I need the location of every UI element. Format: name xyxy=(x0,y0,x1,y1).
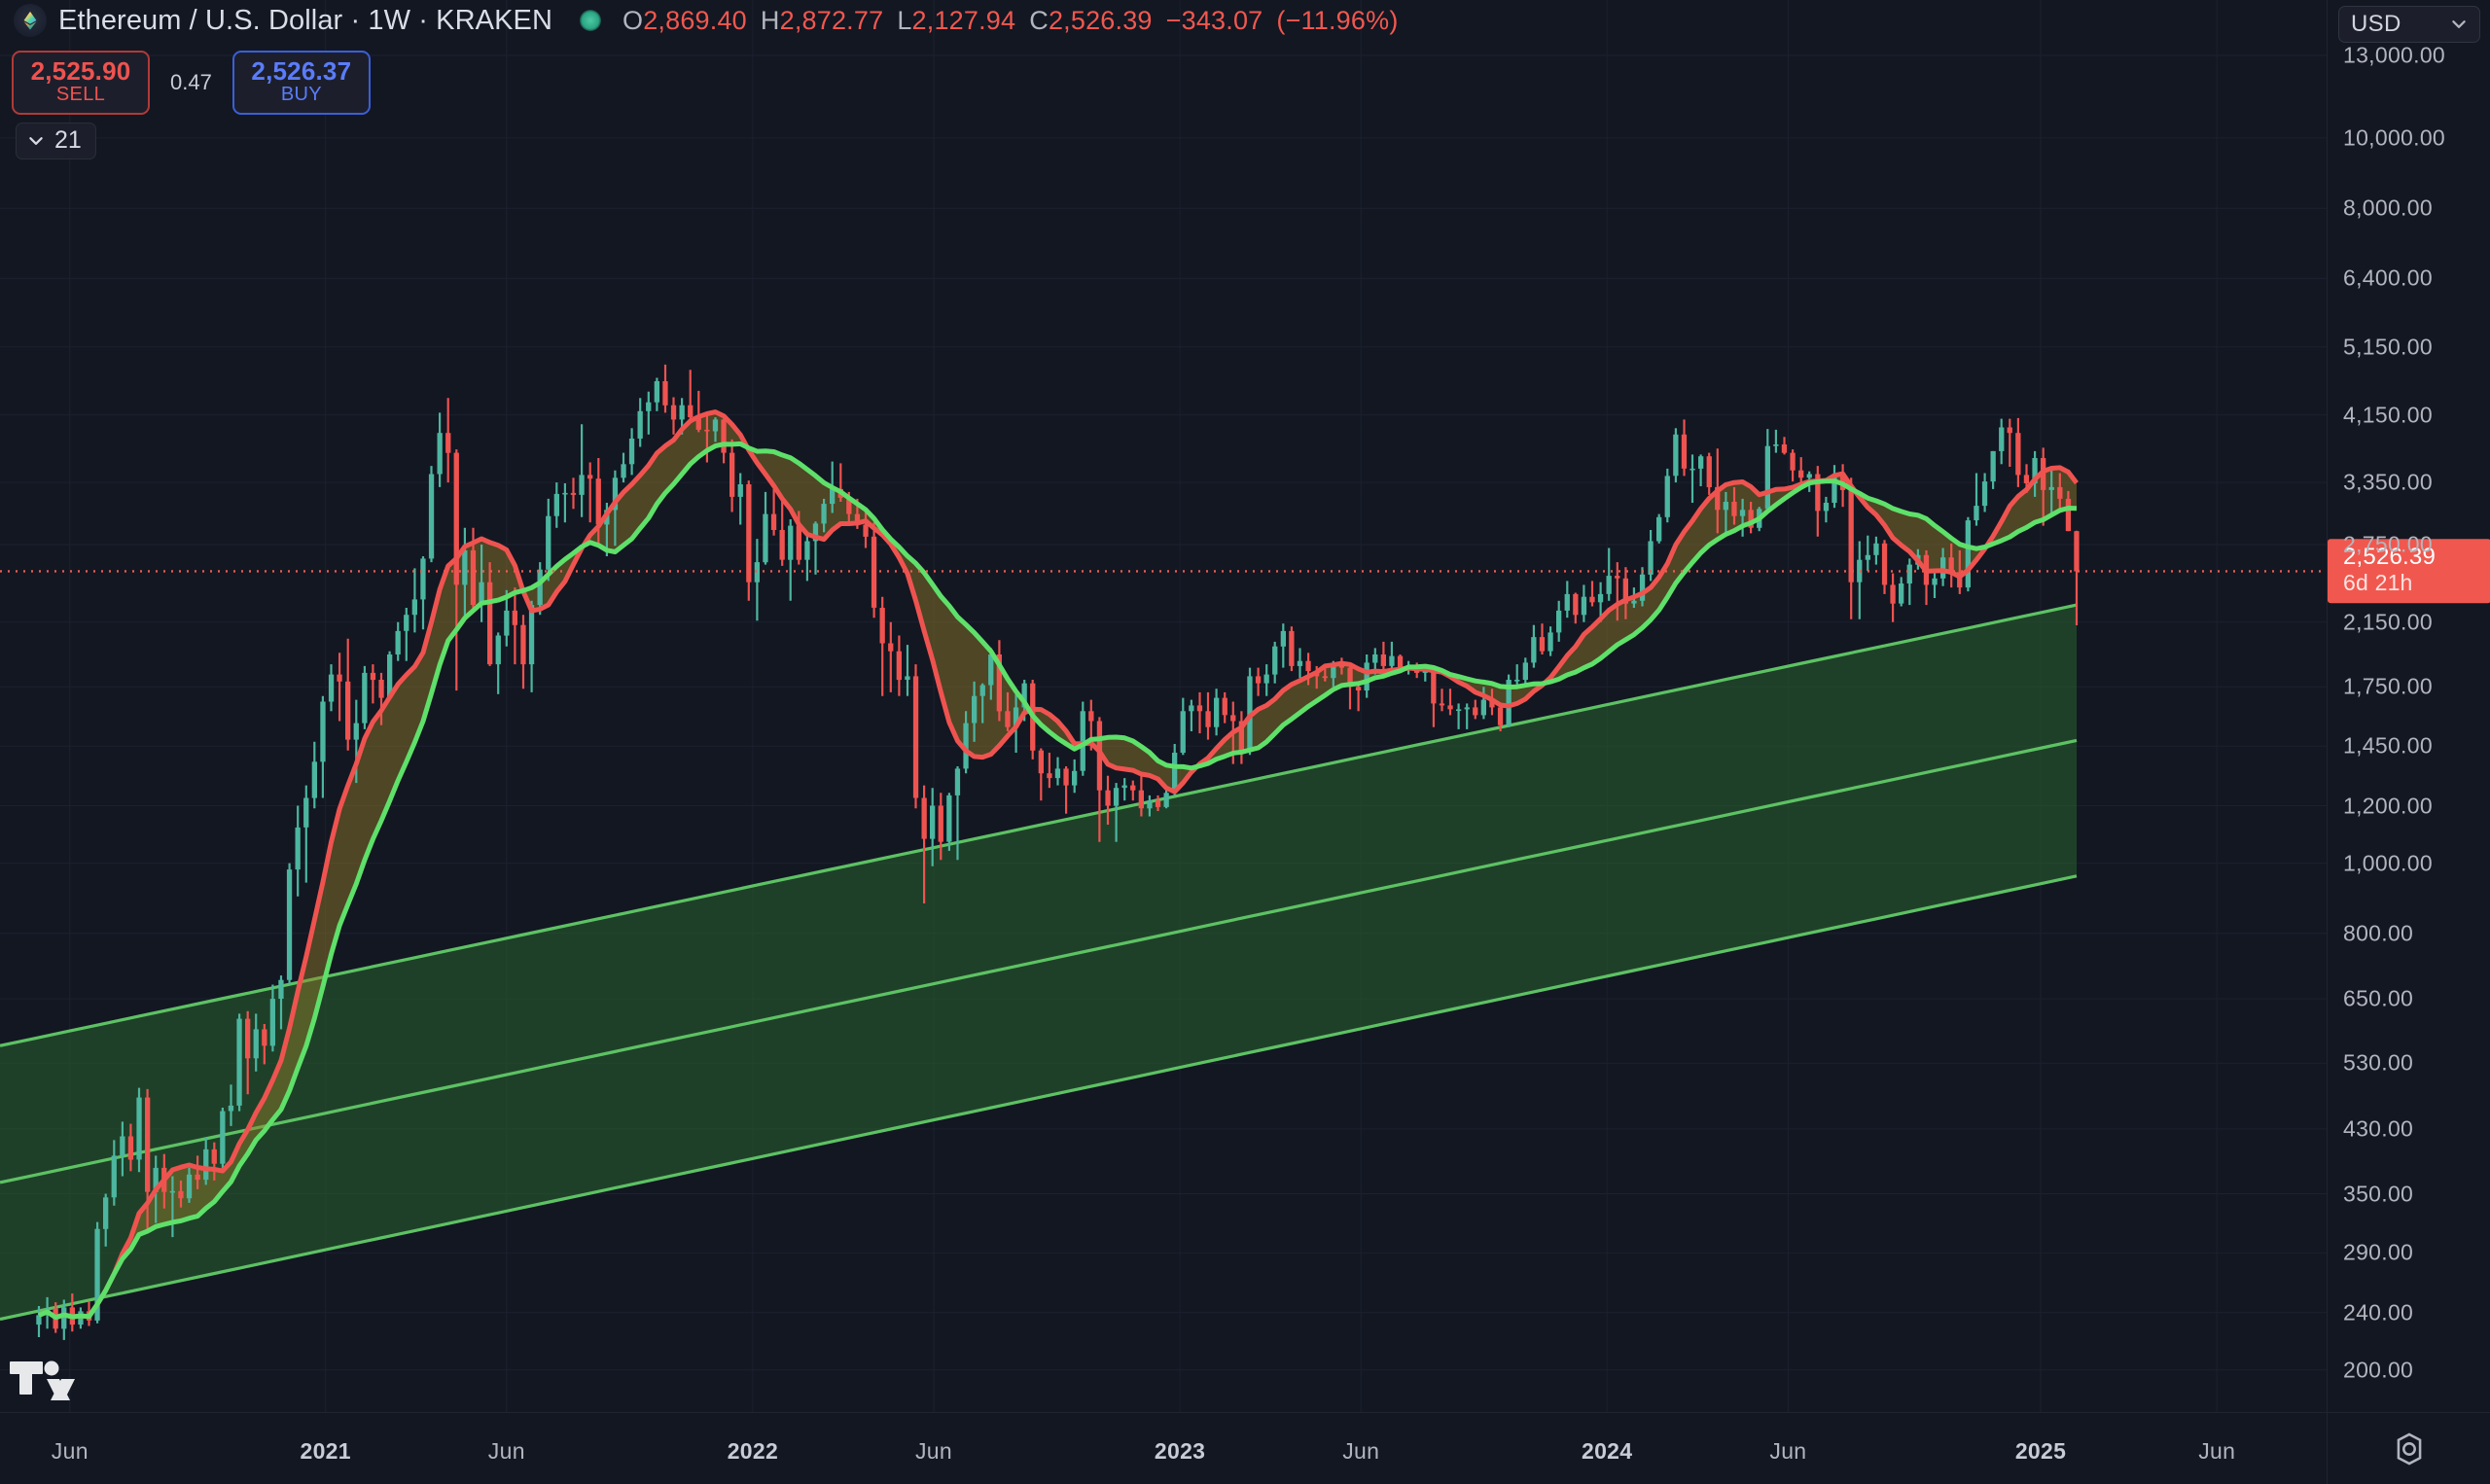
indicator-count: 21 xyxy=(54,126,82,154)
chart-plot xyxy=(0,364,2327,1340)
symbol-title[interactable]: Ethereum / U.S. Dollar · 1W · KRAKEN xyxy=(58,4,552,36)
time-axis-label: 2022 xyxy=(727,1438,779,1464)
price-axis-label: 10,000.00 xyxy=(2343,124,2446,151)
price-axis-label: 4,150.00 xyxy=(2343,402,2433,428)
currency-value: USD xyxy=(2351,11,2401,37)
high-key: H xyxy=(760,5,780,35)
open-value: 2,869.40 xyxy=(643,5,747,35)
price-axis-label: 350.00 xyxy=(2343,1181,2414,1206)
price-axis-label: 2,150.00 xyxy=(2343,609,2433,635)
price-axis-label: 1,000.00 xyxy=(2343,850,2433,876)
close-value: 2,526.39 xyxy=(1048,5,1153,35)
ethereum-icon xyxy=(14,4,47,37)
close-key: C xyxy=(1029,5,1049,35)
sell-label: SELL xyxy=(55,84,106,106)
currency-select[interactable]: USD xyxy=(2338,6,2480,43)
price-axis-label: 5,150.00 xyxy=(2343,334,2433,360)
chart-legend: Ethereum / U.S. Dollar · 1W · KRAKEN O2,… xyxy=(14,4,1399,37)
time-axis-label: Jun xyxy=(915,1438,952,1464)
order-panel: 2,525.90 SELL 0.47 2,526.37 BUY xyxy=(12,51,371,115)
price-axis-label: 430.00 xyxy=(2343,1115,2414,1142)
price-axis-label: 650.00 xyxy=(2343,985,2414,1011)
chevron-down-icon xyxy=(29,136,43,145)
price-axis[interactable]: 2,526.39 6d 21h 13,000.00 10,000.00 8,000.… xyxy=(2327,0,2490,1412)
price-axis-label: 2,750.00 xyxy=(2343,531,2433,557)
low-value: 2,127.94 xyxy=(911,5,1016,35)
buy-price: 2,526.37 xyxy=(251,56,352,86)
sell-price: 2,525.90 xyxy=(30,56,131,86)
price-axis-label: 6,400.00 xyxy=(2343,265,2433,291)
price-axis-label: 3,350.00 xyxy=(2343,469,2433,495)
low-key: L xyxy=(897,5,912,35)
price-axis-label: 8,000.00 xyxy=(2343,194,2433,221)
spread-value: 0.47 xyxy=(170,69,212,94)
axis-divider xyxy=(2327,1413,2328,1484)
price-axis-label: 800.00 xyxy=(2343,920,2414,946)
time-axis-label: 2021 xyxy=(300,1438,351,1464)
price-axis-label: 1,750.00 xyxy=(2343,673,2433,699)
buy-label: BUY xyxy=(280,84,322,106)
price-axis-label: 530.00 xyxy=(2343,1049,2414,1076)
ohlc-values: O2,869.40 H2,872.77 L2,127.94 C2,526.39 −343… xyxy=(622,6,1399,36)
tradingview-logo xyxy=(10,1360,75,1400)
time-axis-label: 2023 xyxy=(1154,1438,1206,1464)
bar-countdown: 6d 21h xyxy=(2343,570,2413,596)
price-axis-label: 290.00 xyxy=(2343,1239,2414,1265)
open-key: O xyxy=(622,5,644,35)
price-axis-label: 1,200.00 xyxy=(2343,793,2433,818)
time-axis-label: Jun xyxy=(51,1438,89,1464)
current-price: 2,526.39 xyxy=(2343,544,2437,571)
clock-icon[interactable] xyxy=(2391,1431,2428,1467)
change-percent: (−11.96%) xyxy=(1276,5,1399,35)
buy-button[interactable]: 2,526.37 BUY xyxy=(231,51,371,115)
time-axis-label: Jun xyxy=(487,1438,525,1464)
time-axis-label: Jun xyxy=(1342,1438,1380,1464)
change-value: −343.07 xyxy=(1165,5,1263,35)
price-axis-label: 1,450.00 xyxy=(2343,732,2433,759)
time-axis[interactable]: Jun 2021 Jun 2022 Jun 2023 Jun 2024 Jun 2025 Jun xyxy=(0,1412,2490,1484)
price-axis-label: 200.00 xyxy=(2343,1357,2414,1383)
time-axis-label: 2025 xyxy=(2014,1438,2067,1464)
market-open-dot-icon xyxy=(580,10,601,31)
collapsed-indicators-badge[interactable]: 21 xyxy=(16,123,96,159)
chevron-down-icon xyxy=(2452,20,2466,28)
high-value: 2,872.77 xyxy=(779,5,884,35)
price-axis-label: 240.00 xyxy=(2343,1299,2414,1325)
time-axis-label: 2024 xyxy=(1582,1438,1633,1464)
time-axis-label: Jun xyxy=(2198,1438,2236,1464)
current-price-tag: 2,526.39 6d 21h xyxy=(2328,539,2490,604)
price-axis-label: 13,000.00 xyxy=(2343,42,2446,68)
chart-pane[interactable] xyxy=(0,0,2327,1412)
sell-button[interactable]: 2,525.90 SELL xyxy=(12,51,150,115)
time-axis-label: Jun xyxy=(1769,1438,1807,1464)
